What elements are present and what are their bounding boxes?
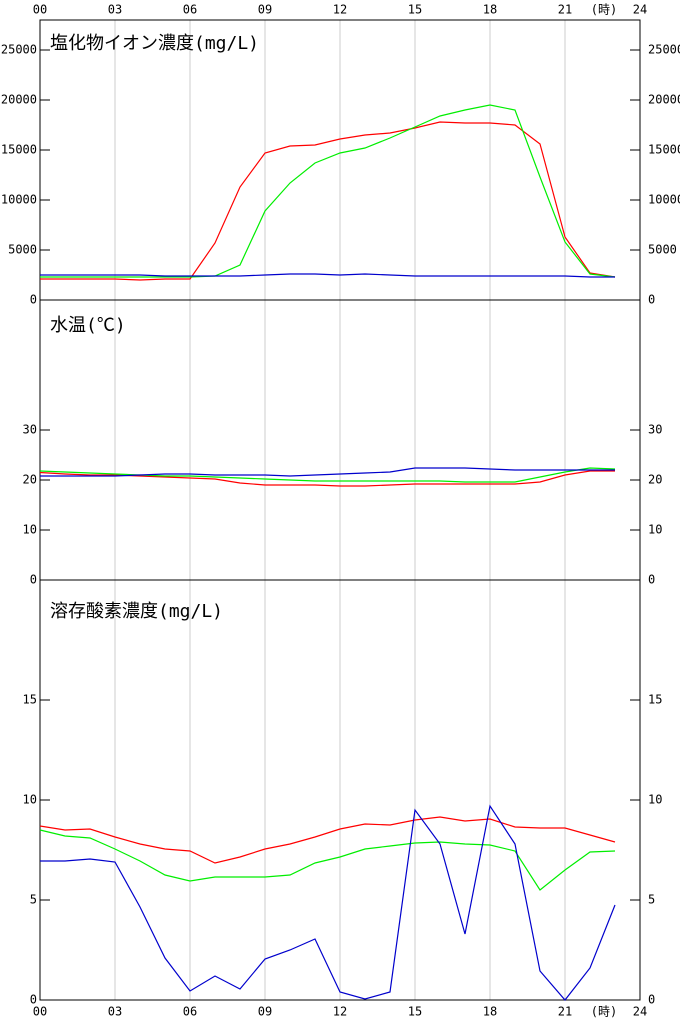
x-tick-label: 24 [633, 1005, 647, 1019]
x-tick-label: 15 [408, 1005, 422, 1019]
y-tick-label: 0 [30, 573, 37, 587]
y-tick-label: 10 [23, 523, 37, 537]
y-tick-label: 0 [648, 293, 655, 307]
panel-title: 溶存酸素濃度(mg/L) [50, 601, 223, 622]
y-tick-label: 5 [30, 893, 37, 907]
y-tick-label: 15000 [1, 143, 37, 157]
x-tick-label: 12 [333, 1005, 347, 1019]
y-tick-label: 30 [23, 423, 37, 437]
x-tick-label: 15 [408, 3, 422, 17]
x-tick-label: 00 [33, 3, 47, 17]
x-tick-label: 12 [333, 3, 347, 17]
x-tick-label: 24 [633, 3, 647, 17]
y-tick-label: 5000 [648, 243, 677, 257]
panel-frame [39, 579, 641, 1001]
y-tick-label: 0 [30, 293, 37, 307]
series-line [40, 273, 615, 278]
x-tick-label: 21 [558, 1005, 572, 1019]
x-tick-label: 09 [258, 3, 272, 17]
x-tick-label: 00 [33, 1005, 47, 1019]
y-tick-label: 10 [648, 523, 662, 537]
y-tick-label: 15000 [648, 143, 680, 157]
x-axis-label: (時) [591, 1005, 617, 1019]
x-tick-label: 03 [108, 1005, 122, 1019]
panel-title: 水温(℃) [50, 315, 126, 336]
y-tick-label: 15 [648, 693, 662, 707]
series-line [40, 804, 616, 1001]
series-line [39, 470, 615, 487]
x-tick-label: 03 [108, 3, 122, 17]
y-tick-label: 20000 [1, 93, 37, 107]
y-tick-label: 0 [648, 993, 655, 1007]
series-line [40, 104, 616, 278]
panel-title: 塩化物イオン濃度(mg/L) [50, 33, 259, 54]
x-tick-label: 06 [183, 3, 197, 17]
series-line [40, 121, 616, 281]
x-tick-label: 09 [258, 1005, 272, 1019]
x-tick-label: 18 [483, 3, 497, 17]
x-tick-label: 06 [183, 1005, 197, 1019]
y-tick-label: 15 [23, 693, 37, 707]
y-tick-label: 10 [23, 793, 37, 807]
y-tick-label: 10 [648, 793, 662, 807]
y-tick-label: 0 [30, 993, 37, 1007]
x-tick-label: 21 [558, 3, 572, 17]
y-tick-label: 5000 [8, 243, 37, 257]
series-line [39, 816, 616, 864]
y-tick-label: 25000 [1, 43, 37, 57]
series-line [40, 467, 615, 477]
y-tick-label: 25000 [648, 43, 680, 57]
x-tick-label: 18 [483, 1005, 497, 1019]
y-tick-label: 0 [648, 573, 655, 587]
y-tick-label: 20 [23, 473, 37, 487]
y-tick-label: 20 [648, 473, 662, 487]
series-line [39, 829, 616, 891]
y-tick-label: 5 [648, 893, 655, 907]
x-axis-label: (時) [591, 3, 617, 17]
y-tick-label: 30 [648, 423, 662, 437]
y-tick-label: 10000 [648, 193, 680, 207]
y-tick-label: 10000 [1, 193, 37, 207]
y-tick-label: 20000 [648, 93, 680, 107]
